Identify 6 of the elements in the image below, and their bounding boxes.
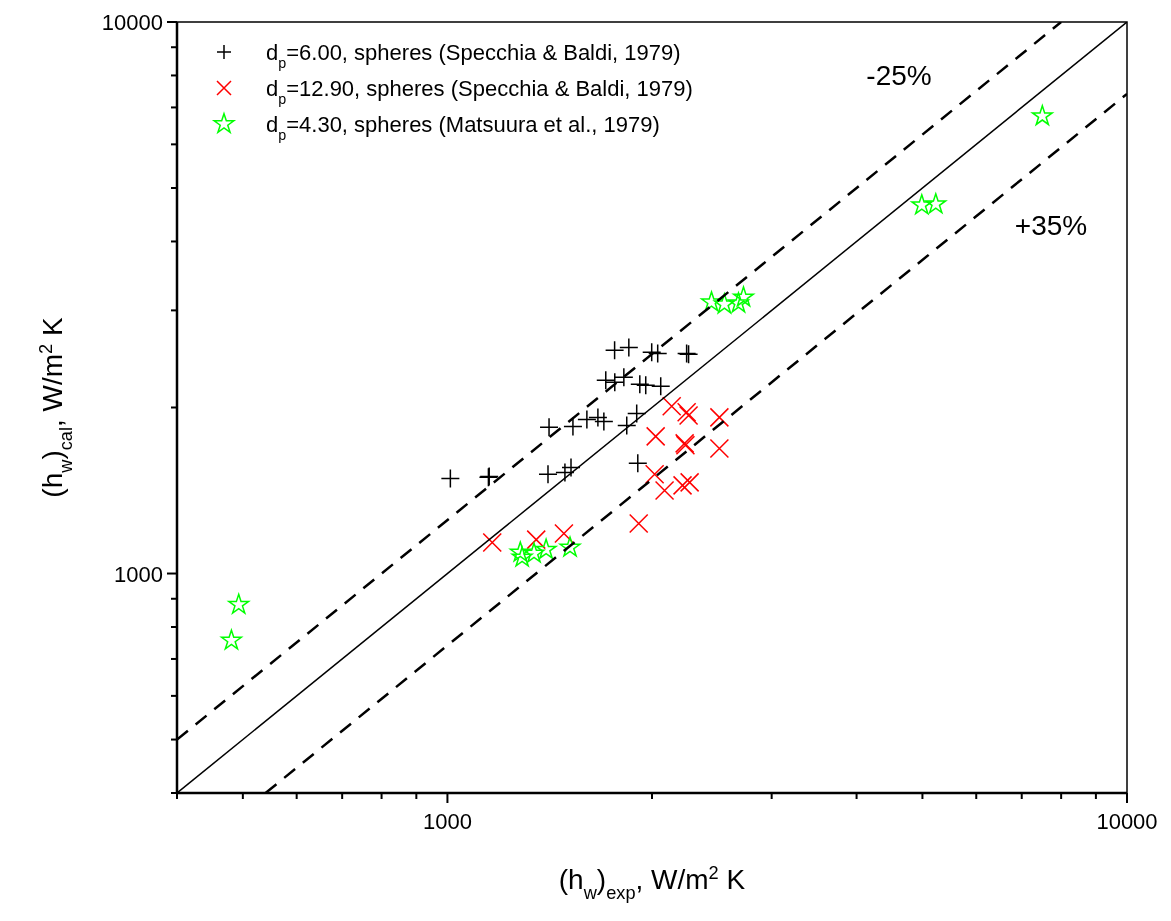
legend-label: d$_{p}$=6.00, spheres (Specchia & Baldi, 1979)	[266, 40, 681, 71]
legend-label: d$_{p}$=12.90, spheres (Specchia & Baldi, 1979)	[266, 76, 693, 107]
x-axis-title: (h$_{w}$)$_{exp}$, W/m$^{2}$ K	[558, 863, 746, 903]
annotation: +35%	[1014, 210, 1088, 242]
legend-label: d$_{p}$=4.30, spheres (Matsuura et al., 1979)	[266, 112, 660, 143]
annotation: -25%	[866, 59, 932, 91]
